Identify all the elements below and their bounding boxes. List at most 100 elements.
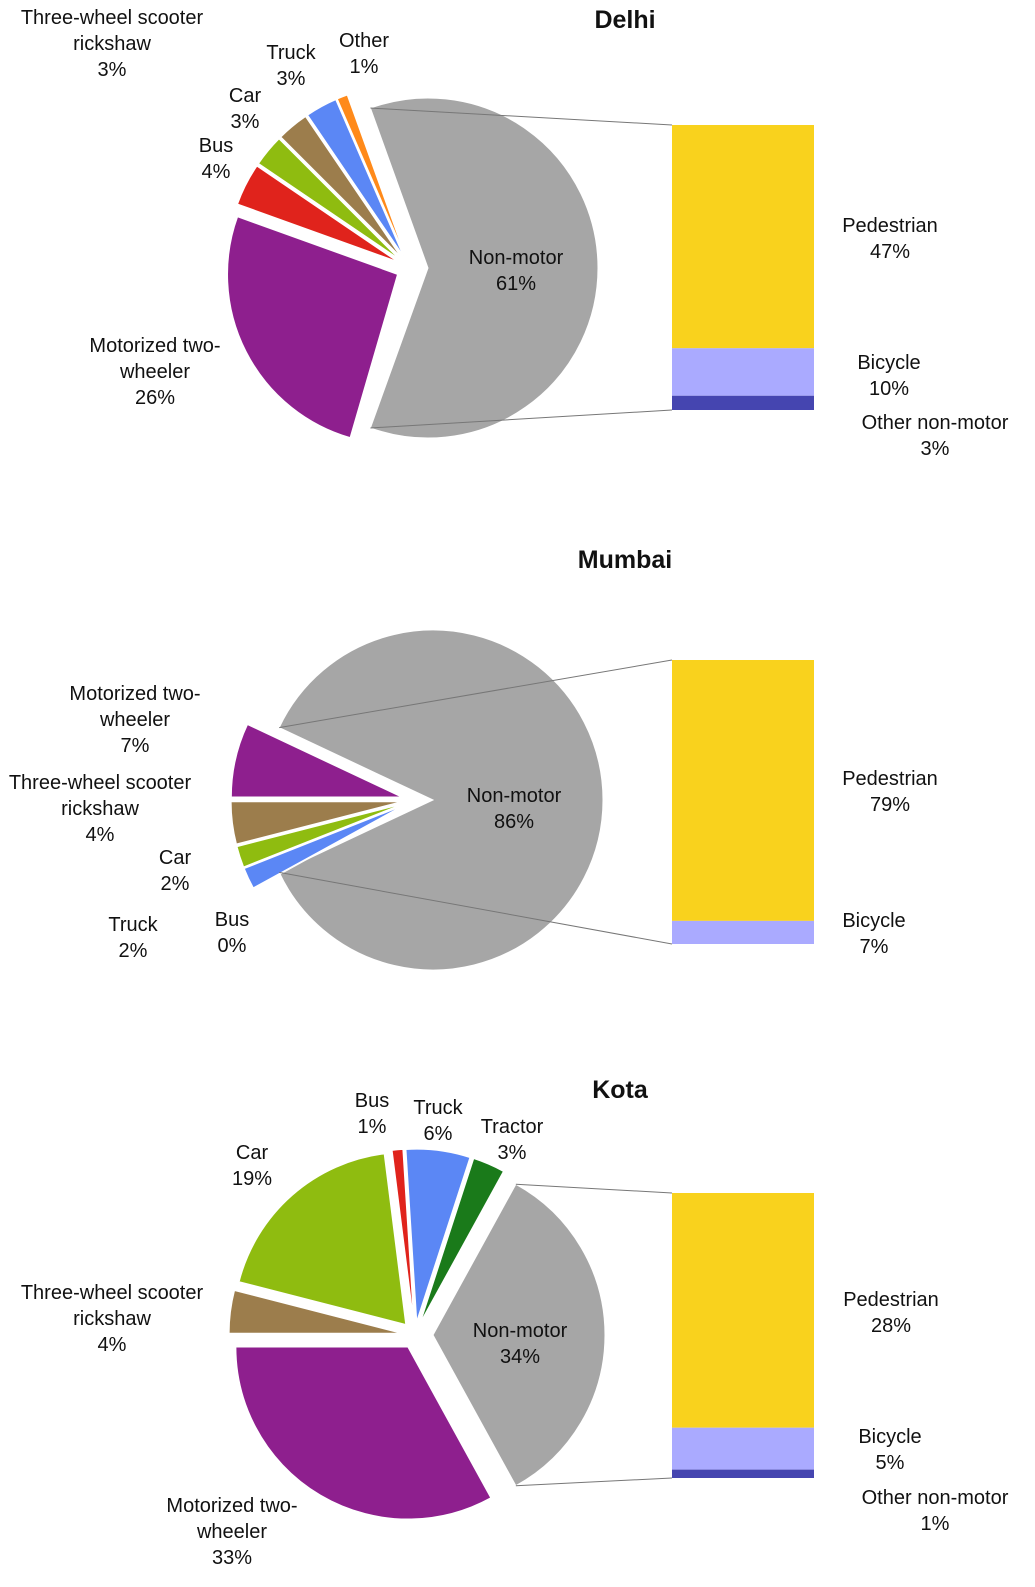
- bar-label-value: 7%: [859, 936, 889, 958]
- slice-label: Bus 4%: [176, 133, 256, 185]
- slice-label-name: Motorized two-wheeler: [69, 683, 201, 731]
- slice-label: Car 3%: [205, 83, 285, 135]
- chart-title: Mumbai: [577, 546, 673, 574]
- slice-label: Non-motor 61%: [436, 245, 596, 297]
- slice-label: Non-motor 34%: [440, 1318, 600, 1370]
- slice-label-value: 61%: [495, 273, 537, 295]
- slice-label-name: Non-motor: [466, 785, 562, 807]
- slice-label-value: 3%: [497, 1142, 527, 1164]
- bar-label: Bicycle 5%: [800, 1424, 980, 1476]
- chart-title: Kota: [592, 1076, 648, 1104]
- slice-label: Non-motor 86%: [434, 783, 594, 835]
- slice-label: Motorized two-wheeler 33%: [157, 1493, 307, 1571]
- bar-segment: [672, 1469, 814, 1478]
- bar-label-name: Other non-motor: [861, 1487, 1009, 1509]
- pie-slice: [236, 165, 398, 263]
- slice-label-value: 7%: [120, 735, 150, 757]
- slice-label: Three-wheel scooter rickshaw 4%: [5, 1280, 220, 1358]
- slice-label-name: Bus: [198, 135, 234, 157]
- bar-segment: [672, 395, 814, 410]
- pie-slice: [227, 216, 399, 439]
- slice-label-name: Three-wheel scooter rickshaw: [8, 772, 192, 820]
- slice-label: Car 2%: [135, 845, 215, 897]
- connector: [370, 107, 673, 126]
- slice-label: Three-wheel scooter rickshaw 4%: [0, 770, 208, 848]
- pie-slice: [228, 1289, 402, 1334]
- slice-label-name: Car: [158, 847, 192, 869]
- pie-slice: [432, 1183, 606, 1487]
- slice-label-name: Car: [228, 85, 262, 107]
- slice-label-name: Three-wheel scooter rickshaw: [20, 7, 204, 55]
- slice-label-value: 3%: [97, 59, 127, 81]
- slice-label-value: 2%: [118, 940, 148, 962]
- slice-label-name: Truck: [108, 914, 158, 936]
- bar-label: Bicycle 10%: [799, 350, 979, 402]
- slice-label-value: 33%: [211, 1547, 253, 1569]
- pie-slice: [336, 94, 406, 256]
- bar-label-name: Bicycle: [858, 1426, 922, 1448]
- slice-label-name: Three-wheel scooter rickshaw: [20, 1282, 204, 1330]
- connector: [279, 659, 673, 729]
- pie-slice: [280, 115, 402, 258]
- slice-label-name: Car: [235, 1142, 269, 1164]
- slice-label-value: 3%: [276, 68, 306, 90]
- bar-label: Bicycle 7%: [784, 908, 964, 960]
- bar-segment: [672, 920, 814, 944]
- slice-label-value: 0%: [217, 935, 247, 957]
- bar-label-name: Pedestrian: [842, 768, 938, 790]
- pie-slice: [253, 806, 403, 890]
- pie-slice: [307, 99, 404, 257]
- bar-segment: [672, 125, 814, 349]
- slice-label: Motorized two-wheeler 26%: [80, 333, 230, 411]
- bar-label-value: 79%: [869, 794, 911, 816]
- bar-label-value: 5%: [875, 1452, 905, 1474]
- bar-label: Pedestrian 79%: [800, 766, 980, 818]
- connector: [279, 871, 673, 945]
- bar-segment: [672, 1193, 814, 1428]
- bar-label: Pedestrian 47%: [800, 213, 980, 265]
- pie-slice: [391, 1148, 415, 1322]
- pie-slice: [420, 1157, 505, 1323]
- bar-label-name: Pedestrian: [843, 1289, 939, 1311]
- slice-label: Truck 2%: [93, 912, 173, 964]
- slice-label-name: Non-motor: [468, 247, 564, 269]
- bar-label-value: 28%: [870, 1315, 912, 1337]
- bar-label-name: Bicycle: [857, 352, 921, 374]
- slice-label: Bus 1%: [332, 1088, 412, 1140]
- pie-slice: [230, 801, 402, 845]
- connector: [370, 409, 673, 429]
- slice-label-name: Other: [338, 30, 390, 52]
- slice-label-value: 1%: [349, 56, 379, 78]
- bar-label: Other non-motor 1%: [845, 1485, 1025, 1537]
- pie-slice: [369, 97, 599, 439]
- slice-label: Three-wheel scooter rickshaw 3%: [5, 5, 220, 83]
- bar-segment: [672, 1427, 814, 1470]
- slice-label-value: 4%: [97, 1334, 127, 1356]
- slice-label-value: 4%: [85, 824, 115, 846]
- slice-label: Truck 6%: [398, 1095, 478, 1147]
- bar-label-name: Bicycle: [842, 910, 906, 932]
- slice-label-value: 4%: [201, 161, 231, 183]
- slice-label-name: Tractor: [480, 1116, 544, 1138]
- bar-label: Pedestrian 28%: [801, 1287, 981, 1339]
- slice-label-value: 34%: [499, 1346, 541, 1368]
- slice-label: Tractor 3%: [467, 1114, 557, 1166]
- slice-label-value: 3%: [230, 111, 260, 133]
- slice-label-name: Non-motor: [472, 1320, 568, 1342]
- bar-label-value: 3%: [920, 438, 950, 460]
- pie-slice: [235, 1346, 492, 1520]
- slice-label: Truck 3%: [251, 40, 331, 92]
- bar-label-value: 1%: [920, 1513, 950, 1535]
- bar-label-name: Other non-motor: [861, 412, 1009, 434]
- pie-slice: [238, 1153, 407, 1326]
- slice-label-value: 26%: [134, 387, 176, 409]
- pie-slice: [405, 1148, 471, 1322]
- slice-label-name: Motorized two-wheeler: [166, 1495, 298, 1543]
- slice-label: Car 19%: [212, 1140, 292, 1192]
- slice-label-value: 6%: [423, 1123, 453, 1145]
- bar-label-value: 10%: [868, 378, 910, 400]
- slice-label: Other 1%: [324, 28, 404, 80]
- slice-label-name: Bus: [354, 1090, 390, 1112]
